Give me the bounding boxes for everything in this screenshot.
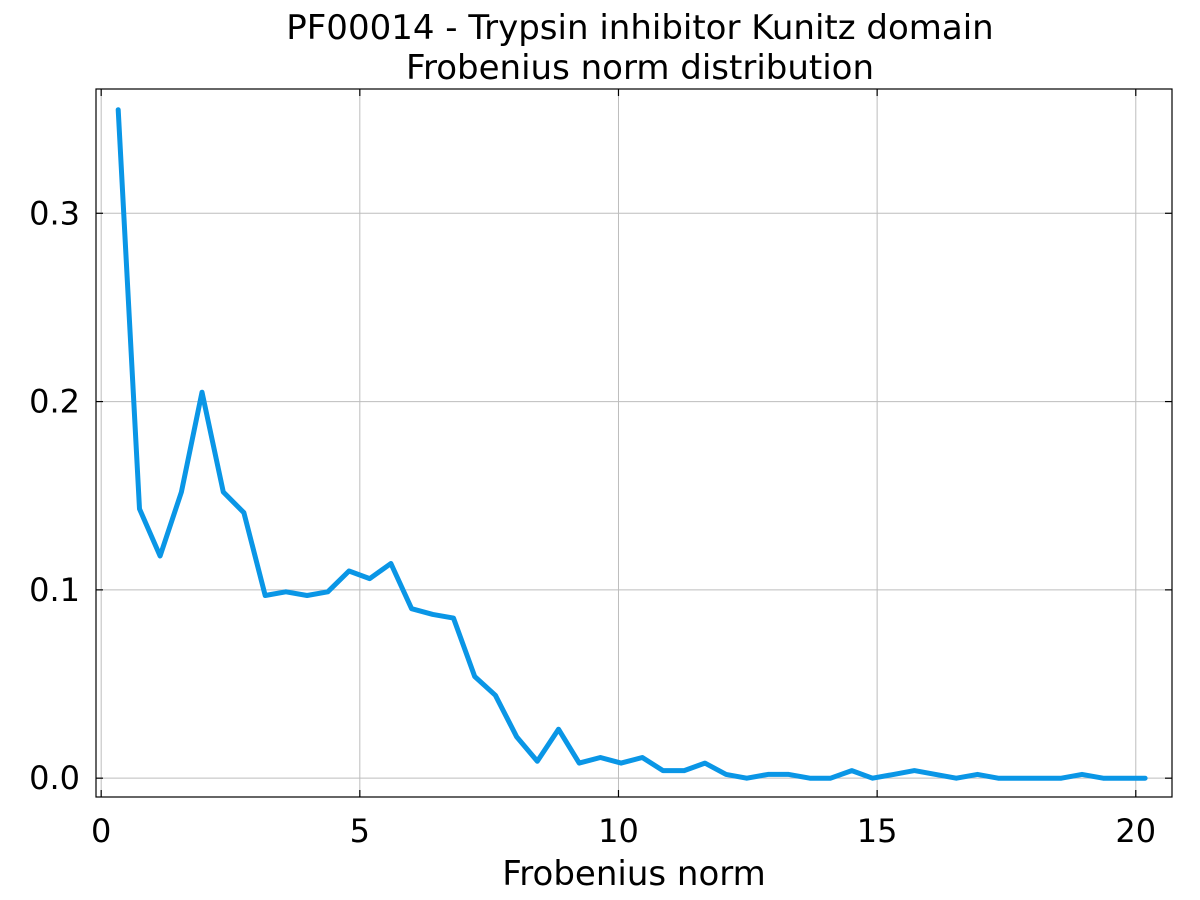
data-point [702, 761, 707, 766]
x-axis-label: Frobenius norm [502, 854, 766, 894]
y-tick-label: 0.1 [29, 571, 80, 609]
data-point [577, 761, 582, 766]
data-point [807, 776, 812, 781]
data-point [682, 768, 687, 773]
plot-border [95, 88, 1173, 798]
data-point [430, 612, 435, 617]
chart-subtitle: Frobenius norm distribution [405, 48, 875, 88]
data-point [221, 490, 226, 495]
plot-frame [95, 88, 1173, 798]
data-point [975, 772, 980, 777]
data-point [1080, 772, 1085, 777]
data-point [724, 772, 729, 777]
y-tick-label: 0.0 [29, 759, 80, 797]
data-point [1101, 776, 1106, 781]
data-point [619, 761, 624, 766]
data-point [305, 593, 310, 598]
x-tick-label: 15 [857, 812, 898, 850]
data-point [870, 776, 875, 781]
data-point [325, 589, 330, 594]
y-tick-label: 0.3 [29, 194, 80, 232]
data-point [493, 693, 498, 698]
series-line [115, 107, 1148, 781]
data-point [766, 772, 771, 777]
chart-title: PF00014 - Trypsin inhibitor Kunitz domai… [286, 8, 994, 48]
grid-lines [96, 89, 1172, 797]
data-point [535, 759, 540, 764]
data-point [137, 506, 142, 511]
data-point [786, 772, 791, 777]
data-point [828, 776, 833, 781]
data-point [598, 755, 603, 760]
data-point [263, 593, 268, 598]
data-point [661, 768, 666, 773]
data-point [451, 616, 456, 621]
data-point [1143, 776, 1148, 781]
data-point [514, 734, 519, 739]
data-point [116, 107, 121, 112]
data-point [849, 768, 854, 773]
data-point [640, 755, 645, 760]
x-tick-label: 20 [1115, 812, 1156, 850]
data-point [158, 554, 163, 559]
data-point [200, 390, 205, 395]
data-point [1121, 776, 1126, 781]
data-point [367, 576, 372, 581]
data-point [556, 727, 561, 732]
data-point [912, 768, 917, 773]
data-point [472, 674, 477, 679]
data-point [891, 772, 896, 777]
axis-ticks: 0 5 10 15 20 0.0 0.1 0.2 0.3 [29, 89, 1172, 850]
series-layer [115, 107, 1148, 781]
data-point [283, 589, 288, 594]
data-point [996, 776, 1001, 781]
data-point [347, 569, 352, 574]
x-tick-label: 10 [598, 812, 639, 850]
data-point [744, 776, 749, 781]
x-tick-label: 0 [91, 812, 111, 850]
data-point [1017, 776, 1022, 781]
data-point [933, 772, 938, 777]
data-point [409, 606, 414, 611]
data-point [954, 776, 959, 781]
data-point [1059, 776, 1064, 781]
data-point [1038, 776, 1043, 781]
y-tick-label: 0.2 [29, 383, 80, 421]
data-point [388, 561, 393, 566]
data-point [241, 510, 246, 515]
x-tick-label: 5 [350, 812, 370, 850]
data-point [179, 490, 184, 495]
